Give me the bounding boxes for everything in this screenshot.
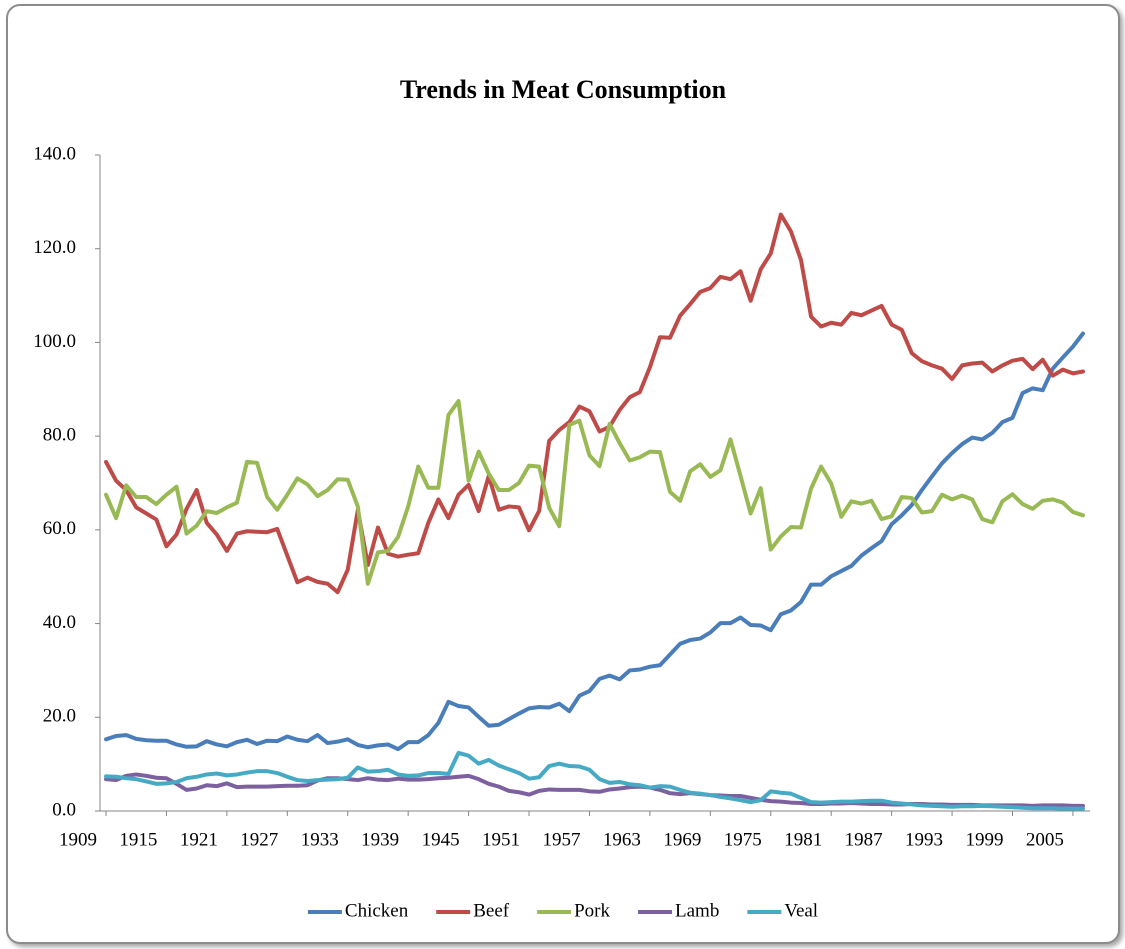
legend-label: Lamb xyxy=(675,900,719,921)
series-line xyxy=(104,772,1085,808)
y-tick-label: 0.0 xyxy=(52,799,76,820)
series-line xyxy=(104,331,1085,752)
y-tick-label: 40.0 xyxy=(43,612,76,633)
x-tick-label: 1909 xyxy=(59,829,97,850)
y-tick-label: 80.0 xyxy=(43,425,76,446)
x-tick-label: 1945 xyxy=(422,829,460,850)
x-tick-label: 1987 xyxy=(845,829,883,850)
chart-title: Trends in Meat Consumption xyxy=(400,75,727,104)
x-tick-label: 1915 xyxy=(119,829,157,850)
x-tick-label: 1981 xyxy=(784,829,822,850)
x-tick-label: 1957 xyxy=(542,829,580,850)
legend-label: Pork xyxy=(574,900,610,921)
series-line xyxy=(104,212,1085,595)
legend-label: Chicken xyxy=(345,900,409,921)
y-tick-label: 120.0 xyxy=(33,237,76,258)
x-tick-label: 1975 xyxy=(724,829,762,850)
x-tick-label: 1999 xyxy=(965,829,1003,850)
y-tick-label: 20.0 xyxy=(43,706,76,727)
x-tick-label: 2005 xyxy=(1026,829,1064,850)
x-tick-label: 1933 xyxy=(301,829,339,850)
y-tick-label: 140.0 xyxy=(33,143,76,164)
legend-label: Veal xyxy=(784,900,818,921)
x-tick-label: 1993 xyxy=(905,829,943,850)
x-tick-label: 1963 xyxy=(603,829,641,850)
x-tick-label: 1927 xyxy=(240,829,278,850)
x-tick-label: 1939 xyxy=(361,829,399,850)
x-tick-label: 1969 xyxy=(663,829,701,850)
legend-label: Beef xyxy=(473,900,510,921)
series-line xyxy=(104,399,1085,586)
series-line xyxy=(104,750,1085,811)
y-tick-label: 60.0 xyxy=(43,518,76,539)
y-tick-label: 100.0 xyxy=(33,331,76,352)
x-tick-label: 1951 xyxy=(482,829,520,850)
x-tick-label: 1921 xyxy=(180,829,218,850)
